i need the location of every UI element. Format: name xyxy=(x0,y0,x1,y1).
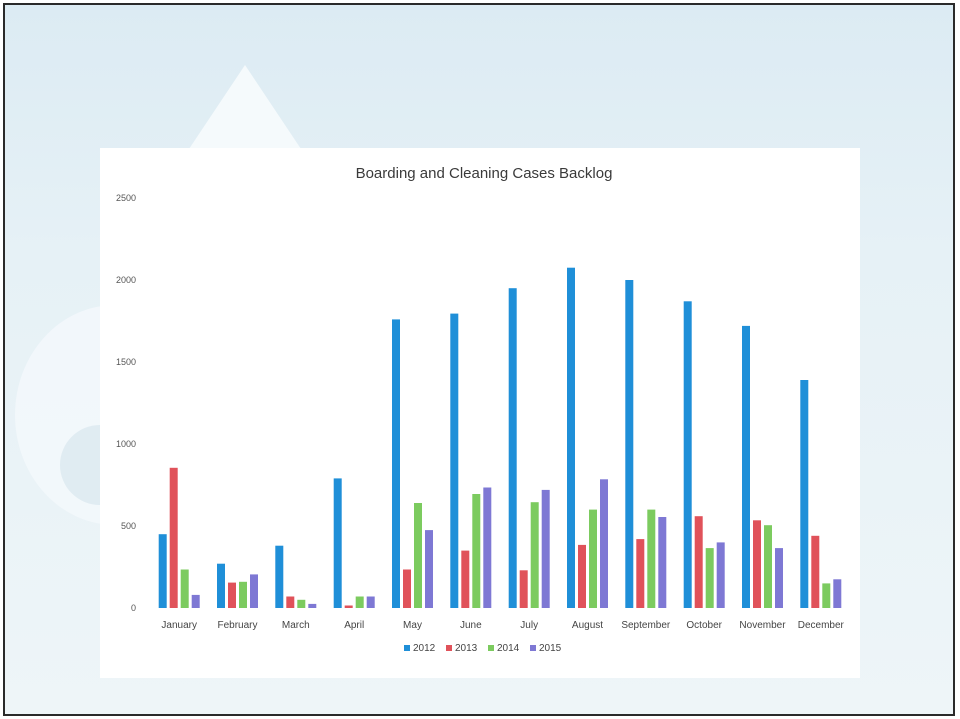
legend-swatch xyxy=(488,645,494,651)
bars xyxy=(158,267,842,608)
bar-2012-november xyxy=(742,325,750,608)
bar-2014-january xyxy=(180,569,189,608)
bar-2014-december xyxy=(822,583,831,608)
bar-2013-june xyxy=(461,550,470,608)
bar-2013-september xyxy=(636,539,645,608)
x-tick-label: August xyxy=(572,620,603,631)
bar-2013-march xyxy=(286,596,295,608)
bar-2013-april xyxy=(344,605,353,608)
bar-2012-august xyxy=(567,267,575,608)
x-tick-label: May xyxy=(403,620,422,631)
bar-2014-february xyxy=(239,581,247,608)
bar-2014-august xyxy=(589,509,597,608)
x-tick-label: June xyxy=(460,620,482,631)
bar-2012-may xyxy=(392,319,400,608)
y-tick-label: 500 xyxy=(121,521,136,531)
x-tick-label: March xyxy=(282,620,310,631)
legend-swatch xyxy=(404,645,410,651)
x-tick-label: April xyxy=(344,620,364,631)
legend-swatch xyxy=(446,645,452,651)
x-axis: January February March April May June July Augu… xyxy=(161,620,844,631)
x-tick-label: October xyxy=(686,620,722,631)
bar-2015-march xyxy=(308,603,317,608)
bar-2012-january xyxy=(158,534,167,608)
bar-2015-june xyxy=(483,487,492,608)
chart-title: Boarding and Cleaning Cases Backlog xyxy=(356,165,613,182)
bar-2013-january xyxy=(169,467,178,608)
x-tick-label: July xyxy=(520,620,538,631)
y-tick-label: 1500 xyxy=(116,357,136,367)
bar-2015-december xyxy=(833,579,842,608)
bar-2013-august xyxy=(578,544,586,608)
bar-2012-april xyxy=(333,478,342,608)
x-tick-label: December xyxy=(798,620,845,631)
bar-2013-july xyxy=(519,570,528,608)
x-tick-label: November xyxy=(739,620,786,631)
bar-2015-august xyxy=(600,479,608,608)
chart-panel: Boarding and Cleaning Cases Backlog 0 500… xyxy=(100,148,860,678)
bar-2012-july xyxy=(508,288,517,608)
bar-2014-march xyxy=(297,599,306,608)
bar-2012-october xyxy=(683,301,692,608)
y-tick-label: 0 xyxy=(131,603,136,613)
bar-2014-october xyxy=(705,548,714,608)
bar-2012-september xyxy=(625,280,634,608)
bar-2014-november xyxy=(764,525,772,608)
bar-2014-september xyxy=(647,509,656,608)
bar-2013-february xyxy=(228,582,236,608)
bar-2014-june xyxy=(472,494,481,608)
bar-2015-april xyxy=(366,596,375,608)
y-tick-label: 2000 xyxy=(116,275,136,285)
bar-2015-may xyxy=(425,530,433,608)
bar-2012-march xyxy=(275,545,284,608)
bar-2013-november xyxy=(753,520,761,608)
bar-2013-december xyxy=(811,535,820,608)
bar-2014-july xyxy=(530,502,539,608)
x-tick-label: September xyxy=(621,620,671,631)
y-axis: 0 500 1000 1500 2000 2500 xyxy=(116,193,136,613)
y-tick-label: 1000 xyxy=(116,439,136,449)
bar-2013-may xyxy=(403,569,411,608)
bar-2015-february xyxy=(250,574,258,608)
bar-2015-january xyxy=(191,594,200,608)
bar-2013-october xyxy=(694,516,703,608)
bar-2014-may xyxy=(414,503,422,608)
bar-chart: Boarding and Cleaning Cases Backlog 0 500… xyxy=(116,165,845,654)
bar-2015-july xyxy=(541,489,550,608)
bar-2014-april xyxy=(355,596,364,608)
legend-label: 2012 xyxy=(413,643,436,654)
legend: 2012 2013 2014 2015 xyxy=(404,643,562,654)
bar-2012-december xyxy=(800,380,809,608)
x-tick-label: January xyxy=(161,620,197,631)
legend-swatch xyxy=(530,645,536,651)
bar-2015-november xyxy=(775,548,783,608)
bar-2015-october xyxy=(716,542,725,608)
bar-2012-february xyxy=(217,563,225,608)
legend-label: 2013 xyxy=(455,643,478,654)
x-tick-label: February xyxy=(217,620,257,631)
legend-label: 2015 xyxy=(539,643,562,654)
bar-2015-september xyxy=(658,517,667,608)
legend-label: 2014 xyxy=(497,643,520,654)
y-tick-label: 2500 xyxy=(116,193,136,203)
bar-2012-june xyxy=(450,313,459,608)
